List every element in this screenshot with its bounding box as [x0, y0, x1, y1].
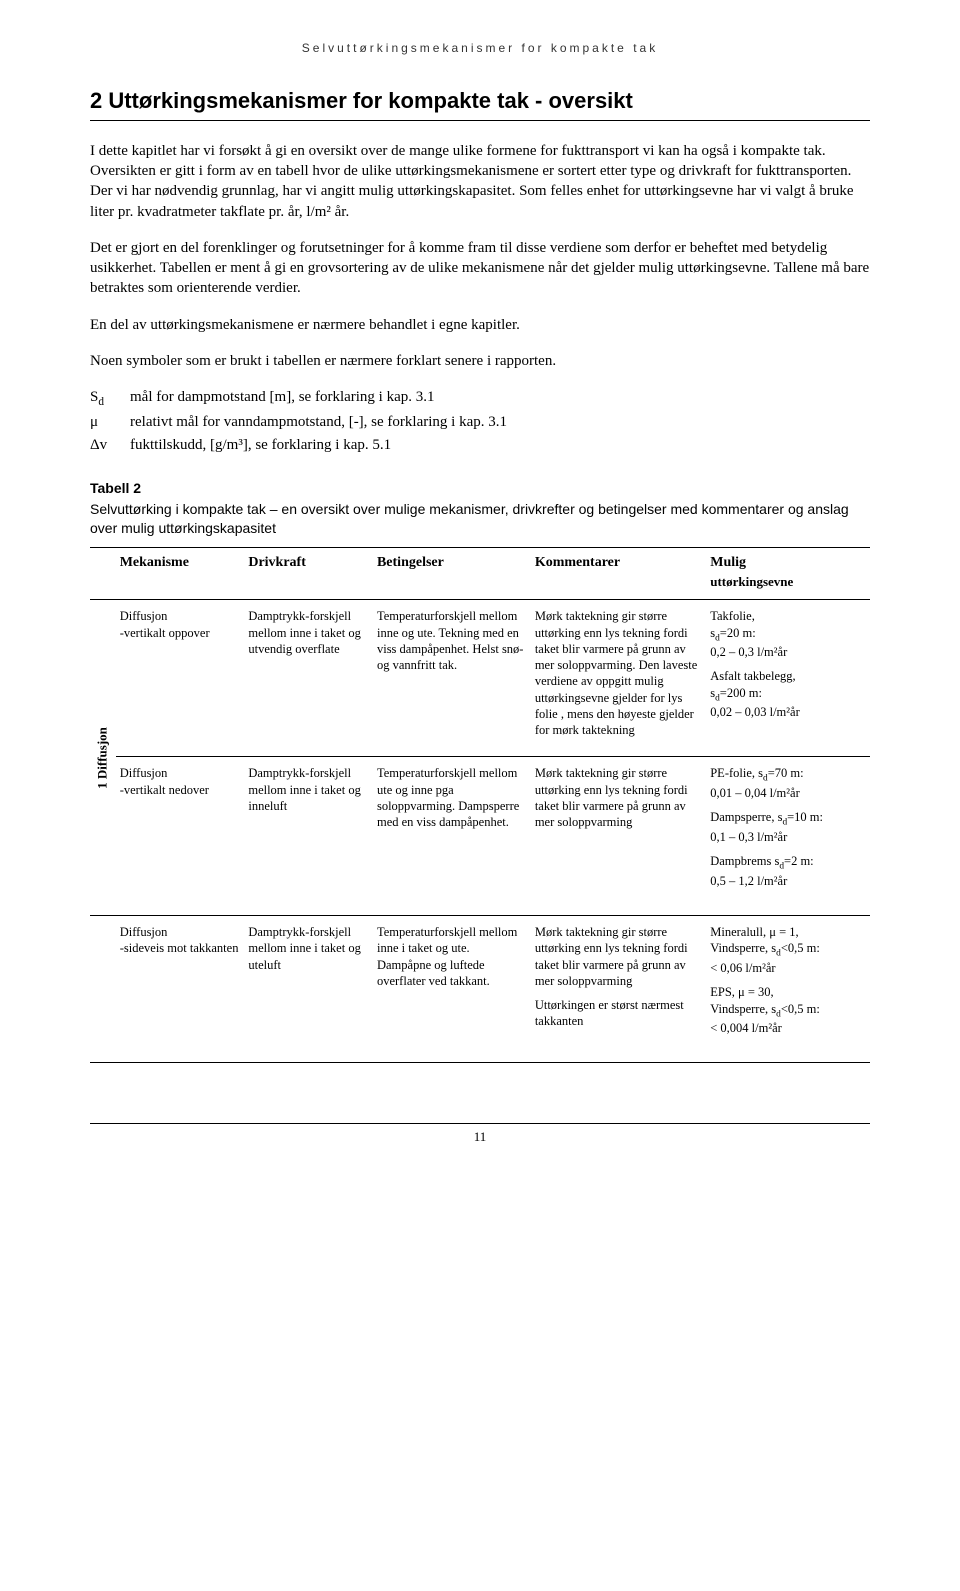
cell-drivkraft: Damptrykk-forskjell mellom inne i taket … — [244, 757, 373, 916]
category-label: 1 Diffusjon — [94, 727, 111, 789]
table-row: Diffusjon -vertikalt nedover Damptrykk-f… — [90, 757, 870, 916]
th-mech: Mekanisme — [116, 548, 245, 600]
def-row: Δv fukttilskudd, [g/m³], se forklaring i… — [90, 435, 870, 455]
def-text: fukttilskudd, [g/m³], se forklaring i ka… — [130, 435, 870, 455]
cell-mulig: PE-folie, sd=70 m: 0,01 – 0,04 l/m²år Da… — [706, 757, 870, 916]
th-mul: Mulig uttørkingsevne — [706, 548, 870, 600]
cell-kommentarer: Mørk taktekning gir større uttørking enn… — [531, 916, 706, 1063]
cell-mechanism: Diffusjon -vertikalt oppover — [116, 600, 245, 757]
section-title: 2 Uttørkingsmekanismer for kompakte tak … — [90, 86, 870, 116]
cell-betingelser: Temperaturforskjell mellom inne i taket … — [373, 916, 531, 1063]
cell-mulig: Mineralull, μ = 1, Vindsperre, sd<0,5 m:… — [706, 916, 870, 1063]
table-caption: Selvuttørking i kompakte tak – en oversi… — [90, 500, 870, 538]
para-4: Noen symboler som er brukt i tabellen er… — [90, 351, 870, 371]
page-footer: 11 — [90, 1123, 870, 1146]
def-text: relativt mål for vanndampmotstand, [-], … — [130, 412, 870, 432]
def-symbol: Sd — [90, 387, 130, 410]
table-row: 1 Diffusjon Diffusjon -vertikalt oppover… — [90, 600, 870, 757]
page-header: Selvuttørkingsmekanismer for kompakte ta… — [90, 40, 870, 56]
symbol-definitions: Sd mål for dampmotstand [m], se forklari… — [90, 387, 870, 455]
mechanism-table: Mekanisme Drivkraft Betingelser Kommenta… — [90, 547, 870, 1063]
def-row: Sd mål for dampmotstand [m], se forklari… — [90, 387, 870, 410]
para-3: En del av uttørkingsmekanismene er nærme… — [90, 315, 870, 335]
section-rule — [90, 120, 870, 121]
page-number: 11 — [474, 1129, 487, 1144]
th-driv: Drivkraft — [244, 548, 373, 600]
cell-drivkraft: Damptrykk-forskjell mellom inne i taket … — [244, 600, 373, 757]
cell-betingelser: Temperaturforskjell mellom ute og inne p… — [373, 757, 531, 916]
th-kom: Kommentarer — [531, 548, 706, 600]
category-cell: 1 Diffusjon — [90, 600, 116, 916]
th-blank — [90, 548, 116, 600]
cell-mechanism: Diffusjon -sideveis mot takkanten — [116, 916, 245, 1063]
para-1: I dette kapitlet har vi forsøkt å gi en … — [90, 141, 870, 222]
cell-mulig: Takfolie, sd=20 m: 0,2 – 0,3 l/m²år Asfa… — [706, 600, 870, 757]
th-bet: Betingelser — [373, 548, 531, 600]
para-2: Det er gjort en del forenklinger og foru… — [90, 238, 870, 299]
def-row: μ relativt mål for vanndampmotstand, [-]… — [90, 412, 870, 432]
cell-blank — [90, 916, 116, 1063]
def-symbol: Δv — [90, 435, 130, 455]
def-symbol: μ — [90, 412, 130, 432]
table-row: Diffusjon -sideveis mot takkanten Damptr… — [90, 916, 870, 1063]
def-text: mål for dampmotstand [m], se forklaring … — [130, 387, 870, 410]
cell-mechanism: Diffusjon -vertikalt nedover — [116, 757, 245, 916]
cell-kommentarer: Mørk taktekning gir større uttørking enn… — [531, 600, 706, 757]
table-label: Tabell 2 — [90, 479, 870, 498]
cell-drivkraft: Damptrykk-forskjell mellom inne i taket … — [244, 916, 373, 1063]
cell-betingelser: Temperaturforskjell mellom inne og ute. … — [373, 600, 531, 757]
cell-kommentarer: Mørk taktekning gir større uttørking enn… — [531, 757, 706, 916]
